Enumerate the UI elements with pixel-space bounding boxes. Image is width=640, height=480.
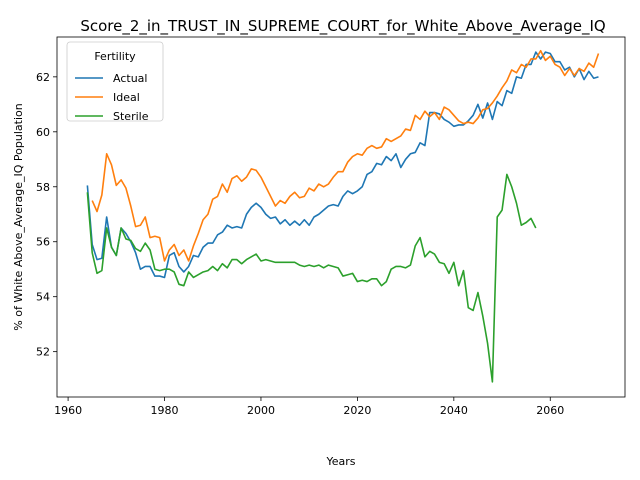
x-tick-label: 1960 [54,404,82,417]
y-tick-label: 60 [36,126,50,139]
y-tick-label: 56 [36,236,50,249]
y-tick-label: 52 [36,346,50,359]
x-tick-label: 1980 [151,404,179,417]
series-lines [86,49,600,383]
y-axis-label: % of White Above_Average_IQ Population [12,103,25,330]
legend-label-ideal: Ideal [113,91,140,104]
y-tick-label: 62 [36,71,50,84]
y-tick-label: 58 [36,181,50,194]
x-axis-label: Years [325,455,355,468]
series-line-ideal [91,49,600,262]
x-tick-label: 2020 [343,404,371,417]
legend-label-actual: Actual [113,72,147,85]
x-tick-label: 2040 [440,404,468,417]
series-line-sterile [86,173,537,383]
y-tick-label: 54 [36,291,50,304]
x-tick-label: 2000 [247,404,275,417]
legend-box [66,41,164,122]
x-tick-label: 2060 [536,404,564,417]
plot-frame [56,36,626,398]
legend-label-sterile: Sterile [113,110,149,123]
chart-title: Score_2_in_TRUST_IN_SUPREME_COURT_for_Wh… [80,17,605,36]
legend-title: Fertility [94,50,136,63]
series-line-actual [86,51,599,279]
legend: Fertility Actual Ideal Sterile [66,41,164,123]
axis-ticks: 1960 1980 2000 2020 2040 2060 52 54 56 58 60 62 [36,71,564,417]
